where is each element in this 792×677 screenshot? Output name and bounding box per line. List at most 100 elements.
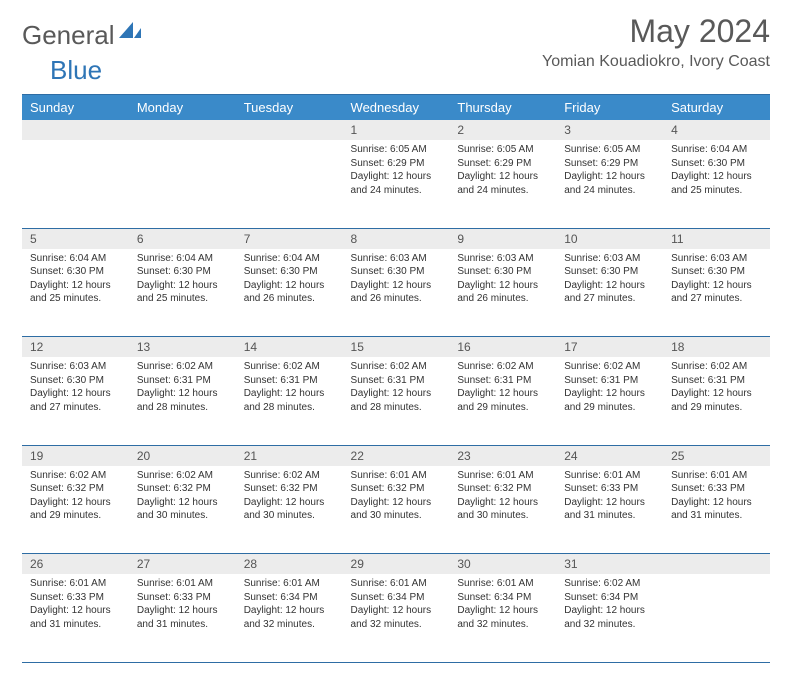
day-cell: Sunrise: 6:01 AMSunset: 6:32 PMDaylight:… [449,466,556,554]
sunrise-line: Sunrise: 6:02 AM [137,361,213,372]
daylight-line: Daylight: 12 hours and 27 minutes. [671,280,752,305]
daylight-line: Daylight: 12 hours and 32 minutes. [564,605,645,630]
sunset-line: Sunset: 6:34 PM [457,592,531,603]
sunset-line: Sunset: 6:31 PM [457,375,531,386]
daylight-line: Daylight: 12 hours and 28 minutes. [137,388,218,413]
brand-part2: Blue [50,55,102,85]
daynum-cell: 3 [556,120,663,140]
sunset-line: Sunset: 6:30 PM [457,266,531,277]
day-header-monday: Monday [129,95,236,121]
daynum-cell: 31 [556,554,663,575]
day-cell-body: Sunrise: 6:04 AMSunset: 6:30 PMDaylight:… [236,249,343,312]
day-cell: Sunrise: 6:03 AMSunset: 6:30 PMDaylight:… [556,249,663,337]
sunrise-line: Sunrise: 6:02 AM [564,578,640,589]
day-cell: Sunrise: 6:01 AMSunset: 6:33 PMDaylight:… [129,574,236,662]
sunrise-line: Sunrise: 6:03 AM [671,253,747,264]
day-cell-body: Sunrise: 6:02 AMSunset: 6:31 PMDaylight:… [663,357,770,420]
daynum-cell: 28 [236,554,343,575]
sunrise-line: Sunrise: 6:04 AM [244,253,320,264]
sunset-line: Sunset: 6:30 PM [30,375,104,386]
day-cell: Sunrise: 6:03 AMSunset: 6:30 PMDaylight:… [22,357,129,445]
day-cell [663,574,770,662]
sunset-line: Sunset: 6:33 PM [671,483,745,494]
daynum-cell: 30 [449,554,556,575]
daynum-cell: 29 [343,554,450,575]
week-4-daynums: 262728293031 [22,554,770,575]
daylight-line: Daylight: 12 hours and 29 minutes. [564,388,645,413]
sunrise-line: Sunrise: 6:02 AM [564,361,640,372]
day-cell: Sunrise: 6:03 AMSunset: 6:30 PMDaylight:… [449,249,556,337]
sunrise-line: Sunrise: 6:01 AM [244,578,320,589]
sunrise-line: Sunrise: 6:04 AM [137,253,213,264]
week-0-cells: Sunrise: 6:05 AMSunset: 6:29 PMDaylight:… [22,140,770,228]
sunrise-line: Sunrise: 6:01 AM [457,578,533,589]
sunset-line: Sunset: 6:31 PM [671,375,745,386]
sunset-line: Sunset: 6:29 PM [351,158,425,169]
daylight-line: Daylight: 12 hours and 26 minutes. [351,280,432,305]
day-cell-body: Sunrise: 6:04 AMSunset: 6:30 PMDaylight:… [22,249,129,312]
day-cell-body: Sunrise: 6:03 AMSunset: 6:30 PMDaylight:… [343,249,450,312]
sunset-line: Sunset: 6:33 PM [30,592,104,603]
day-cell: Sunrise: 6:02 AMSunset: 6:31 PMDaylight:… [343,357,450,445]
daynum-cell: 19 [22,445,129,466]
day-cell-body: Sunrise: 6:02 AMSunset: 6:32 PMDaylight:… [22,466,129,529]
day-cell: Sunrise: 6:02 AMSunset: 6:31 PMDaylight:… [129,357,236,445]
daylight-line: Daylight: 12 hours and 30 minutes. [457,497,538,522]
day-cell: Sunrise: 6:02 AMSunset: 6:31 PMDaylight:… [663,357,770,445]
sunset-line: Sunset: 6:30 PM [564,266,638,277]
day-cell: Sunrise: 6:01 AMSunset: 6:34 PMDaylight:… [343,574,450,662]
sunrise-line: Sunrise: 6:02 AM [244,470,320,481]
day-cell: Sunrise: 6:01 AMSunset: 6:33 PMDaylight:… [22,574,129,662]
sunset-line: Sunset: 6:32 PM [30,483,104,494]
sunrise-line: Sunrise: 6:01 AM [351,578,427,589]
day-cell: Sunrise: 6:05 AMSunset: 6:29 PMDaylight:… [556,140,663,228]
sunrise-line: Sunrise: 6:01 AM [137,578,213,589]
daynum-cell: 12 [22,337,129,358]
sunset-line: Sunset: 6:30 PM [244,266,318,277]
daylight-line: Daylight: 12 hours and 32 minutes. [351,605,432,630]
daylight-line: Daylight: 12 hours and 27 minutes. [30,388,111,413]
day-header-tuesday: Tuesday [236,95,343,121]
sunrise-line: Sunrise: 6:04 AM [30,253,106,264]
day-cell: Sunrise: 6:01 AMSunset: 6:32 PMDaylight:… [343,466,450,554]
sunset-line: Sunset: 6:32 PM [137,483,211,494]
week-3-daynums: 19202122232425 [22,445,770,466]
day-cell: Sunrise: 6:02 AMSunset: 6:31 PMDaylight:… [556,357,663,445]
day-cell: Sunrise: 6:02 AMSunset: 6:32 PMDaylight:… [236,466,343,554]
daylight-line: Daylight: 12 hours and 31 minutes. [671,497,752,522]
daylight-line: Daylight: 12 hours and 25 minutes. [30,280,111,305]
sunset-line: Sunset: 6:33 PM [564,483,638,494]
day-cell-body: Sunrise: 6:01 AMSunset: 6:34 PMDaylight:… [343,574,450,637]
day-header-sunday: Sunday [22,95,129,121]
day-header-thursday: Thursday [449,95,556,121]
day-header-friday: Friday [556,95,663,121]
sunrise-line: Sunrise: 6:04 AM [671,144,747,155]
day-cell: Sunrise: 6:01 AMSunset: 6:33 PMDaylight:… [663,466,770,554]
title-block: May 2024 Yomian Kouadiokro, Ivory Coast [542,14,770,71]
week-4-cells: Sunrise: 6:01 AM Sunset: 6:33 PM Daylight:… [22,574,770,662]
day-cell: Sunrise: 6:04 AMSunset: 6:30 PMDaylight:… [129,249,236,337]
daynum-cell: 24 [556,445,663,466]
daynum-cell: 5 [22,228,129,249]
week-2-cells: Sunrise: 6:03 AMSunset: 6:30 PMDaylight:… [22,357,770,445]
daylight-line: Daylight: 12 hours and 29 minutes. [457,388,538,413]
week-2-daynums: 12131415161718 [22,337,770,358]
daylight-line: Daylight: 12 hours and 29 minutes. [30,497,111,522]
daynum-cell: 6 [129,228,236,249]
daynum-cell [22,120,129,140]
day-cell-body: Sunrise: 6:03 AMSunset: 6:30 PMDaylight:… [556,249,663,312]
day-cell [129,140,236,228]
daynum-cell: 13 [129,337,236,358]
sunrise-line: Sunrise: 6:03 AM [564,253,640,264]
daynum-cell: 11 [663,228,770,249]
daylight-line: Daylight: 12 hours and 28 minutes. [244,388,325,413]
sunrise-line: Sunrise: 6:01 AM [30,578,106,589]
daylight-line: Daylight: 12 hours and 25 minutes. [137,280,218,305]
sunset-line: Sunset: 6:31 PM [244,375,318,386]
daylight-line: Daylight: 12 hours and 31 minutes. [564,497,645,522]
day-cell-body: Sunrise: 6:03 AMSunset: 6:30 PMDaylight:… [663,249,770,312]
brand-sail-icon [119,20,141,45]
day-cell-body: Sunrise: 6:02 AMSunset: 6:34 PMDaylight:… [556,574,663,637]
daynum-cell: 8 [343,228,450,249]
day-cell [236,140,343,228]
